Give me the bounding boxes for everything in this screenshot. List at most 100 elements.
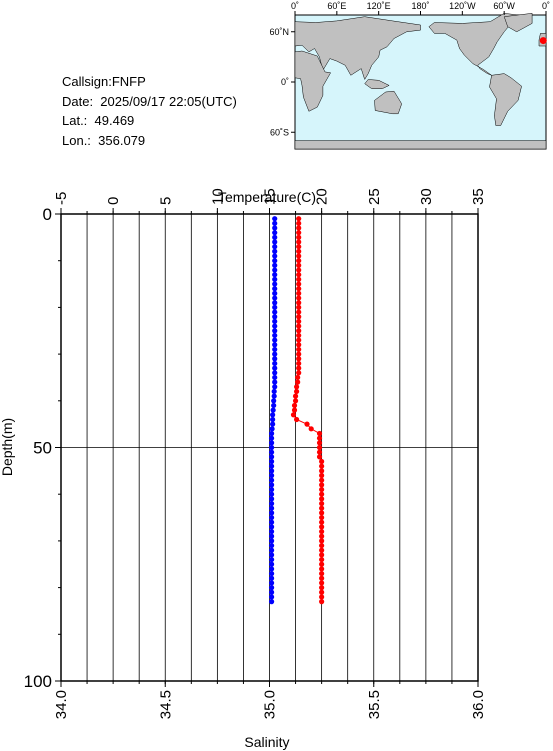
salinity-data-point: [296, 253, 302, 259]
salinity-data-point: [319, 594, 325, 600]
temperature-data-point: [268, 430, 275, 437]
temperature-data-point: [268, 542, 275, 549]
salinity-data-point: [316, 454, 323, 460]
salinity-data-point: [296, 356, 302, 362]
temperature-data-point: [272, 230, 278, 236]
salinity-data-point: [296, 267, 302, 273]
latitude-text: Lat.: 49.469: [62, 113, 135, 128]
temperature-data-point: [272, 304, 278, 310]
temperature-tick-label: 15: [262, 188, 279, 205]
salinity-data-point: [319, 482, 325, 488]
salinity-data-point: [319, 468, 325, 474]
map-left-tick-label: 0˚: [281, 77, 289, 87]
salinity-data-point: [319, 486, 325, 493]
salinity-data-point: [295, 374, 301, 381]
salinity-data-point: [319, 514, 325, 521]
salinity-data-point: [296, 351, 302, 357]
salinity-data-point: [316, 435, 323, 441]
salinity-data-point: [319, 505, 325, 511]
temperature-data-point: [272, 281, 278, 287]
temperature-tick-label: 20: [314, 188, 331, 205]
salinity-data-point: [319, 552, 325, 558]
temperature-data-point: [272, 337, 278, 343]
salinity-data-point: [296, 239, 302, 245]
depth-axis-label: Depth(m): [0, 418, 15, 476]
temperature-data-point: [268, 599, 275, 605]
salinity-data-point: [296, 360, 302, 367]
salinity-data-point: [296, 318, 302, 325]
salinity-data-point: [319, 561, 325, 567]
salinity-data-point: [319, 463, 325, 469]
temperature-data-point: [272, 374, 278, 381]
land-australia: [374, 90, 402, 115]
land-indonesia: [364, 79, 390, 89]
temperature-data-point: [268, 524, 275, 530]
salinity-data-point: [296, 300, 302, 306]
chart-series: [268, 216, 325, 605]
salinity-data-point: [296, 216, 302, 222]
salinity-data-point: [292, 393, 299, 399]
salinity-data-point: [296, 342, 302, 348]
temperature-tick-label: 35: [470, 188, 487, 205]
temperature-data-point: [268, 528, 275, 535]
land-south-america: [489, 73, 522, 126]
temperature-data-point: [272, 234, 278, 240]
salinity-tick-label: 34.0: [53, 690, 70, 719]
temperature-data-point: [272, 318, 278, 325]
salinity-data-point: [319, 538, 325, 544]
temperature-data-point: [271, 388, 277, 395]
salinity-data-point: [296, 304, 302, 310]
salinity-data-point: [296, 328, 302, 334]
salinity-data-point: [296, 281, 302, 287]
map-left-tick-label: 60˚N: [269, 27, 289, 37]
temperature-data-point: [272, 239, 278, 245]
temperature-data-point: [269, 426, 275, 432]
temperature-data-point: [268, 556, 275, 563]
temperature-data-point: [271, 393, 277, 399]
salinity-data-point: [296, 314, 302, 320]
temperature-data-point: [268, 472, 275, 479]
salinity-data-point: [296, 230, 302, 236]
salinity-data-point: [296, 234, 302, 240]
callsign-text: Callsign:FNFP: [62, 74, 146, 89]
temperature-data-point: [268, 552, 275, 558]
salinity-data-point: [304, 421, 310, 427]
salinity-tick-label: 35.0: [262, 690, 279, 719]
land-africa: [294, 50, 331, 112]
temperature-data-point: [272, 360, 278, 367]
salinity-data-point: [319, 500, 325, 507]
temperature-data-point: [268, 463, 275, 469]
map-top-tick-label: 0˚: [291, 1, 299, 11]
temperature-data-point: [272, 309, 278, 315]
salinity-data-point: [319, 556, 325, 563]
salinity-data-point: [319, 575, 325, 581]
salinity-data-point: [316, 440, 323, 446]
salinity-tick-label: 36.0: [470, 690, 487, 719]
temperature-data-point: [268, 514, 275, 521]
temperature-data-point: [268, 449, 275, 455]
temperature-data-point: [272, 342, 278, 348]
temperature-data-point: [268, 486, 275, 493]
salinity-data-point: [296, 295, 302, 301]
map-top-tick-label: 0˚: [542, 1, 550, 11]
temperature-data-point: [271, 402, 277, 409]
temperature-data-point: [268, 496, 275, 502]
salinity-data-point: [294, 384, 300, 390]
salinity-data-point: [296, 332, 302, 339]
salinity-data-point: [296, 337, 302, 343]
temperature-data-point: [272, 253, 278, 259]
depth-tick-label: 50: [33, 439, 52, 458]
temperature-data-point: [268, 491, 275, 497]
salinity-axis-label: Salinity: [244, 734, 289, 750]
salinity-data-point: [316, 449, 323, 455]
temperature-data-point: [270, 412, 276, 418]
temperature-data-point: [268, 435, 275, 441]
temperature-data-point: [272, 258, 278, 264]
temperature-data-point: [268, 561, 275, 567]
temperature-data-point: [268, 510, 275, 516]
salinity-data-point: [296, 262, 302, 268]
temperature-data-point: [272, 267, 278, 273]
temperature-data-point: [272, 346, 278, 353]
